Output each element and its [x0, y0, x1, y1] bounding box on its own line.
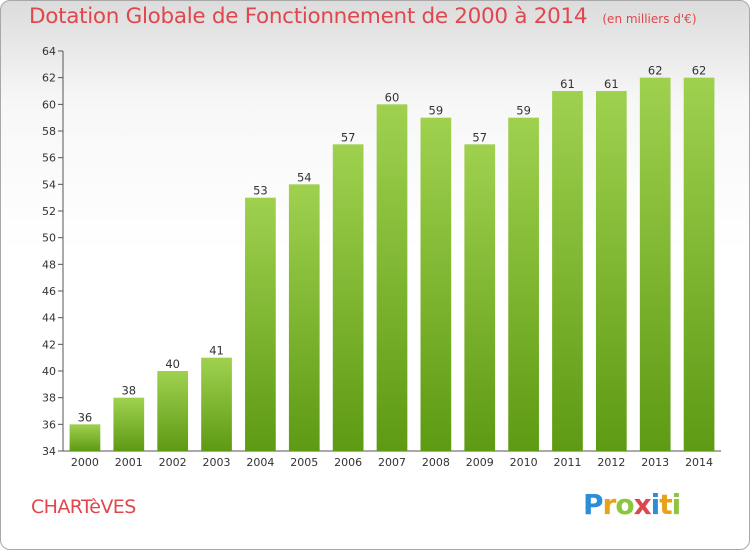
x-axis: 2000 2001 2002 2003 2004 2005 2006 2007 2008 2009…	[63, 450, 721, 469]
bar	[639, 77, 671, 452]
bar	[464, 144, 496, 452]
data-label: 57	[472, 130, 487, 144]
y-tick-label: 42	[42, 338, 56, 351]
y-tick-label: 54	[42, 178, 56, 191]
x-tick-label: 2009	[466, 456, 494, 469]
logo-letter: o	[615, 488, 634, 521]
data-label: 61	[604, 77, 619, 91]
bar	[157, 371, 189, 451]
data-label: 41	[209, 344, 224, 358]
bar	[201, 357, 232, 451]
y-tick-label: 50	[42, 232, 56, 245]
y-tick-label: 52	[42, 205, 56, 218]
data-label: 62	[648, 64, 663, 78]
commune-name: CHARTèVES	[31, 496, 136, 518]
data-label: 60	[385, 90, 400, 104]
x-tick-label: 2006	[334, 456, 362, 469]
bar	[376, 104, 408, 451]
chart-title: Dotation Globale de Fonctionnement de 20…	[29, 4, 588, 29]
x-tick-label: 2010	[510, 456, 538, 469]
x-tick-label: 2014	[685, 456, 713, 469]
x-tick-label: 2004	[246, 456, 274, 469]
bar	[69, 424, 101, 451]
data-label: 54	[297, 170, 312, 184]
logo-letter: P	[583, 488, 604, 521]
y-tick-label: 64	[42, 45, 56, 58]
x-tick-label: 2003	[203, 456, 231, 469]
x-tick-label: 2005	[290, 456, 318, 469]
bar	[332, 144, 364, 452]
y-tick-label: 46	[42, 285, 56, 298]
x-tick-label: 2012	[597, 456, 625, 469]
y-tick-label: 60	[42, 98, 56, 111]
x-tick-label: 2013	[641, 456, 669, 469]
data-label: 59	[516, 104, 531, 118]
y-tick-label: 34	[42, 445, 56, 458]
y-tick-label: 48	[42, 258, 56, 271]
bar	[595, 91, 627, 451]
data-label: 53	[253, 184, 268, 198]
chart-unit: (en milliers d'€)	[602, 12, 697, 26]
bar	[683, 77, 715, 452]
data-label: 61	[560, 77, 575, 91]
data-label: 59	[429, 104, 444, 118]
data-label: 57	[341, 130, 356, 144]
x-tick-label: 2008	[422, 456, 450, 469]
x-tick-label: 2011	[553, 456, 581, 469]
data-label: 36	[78, 410, 93, 424]
data-label: 40	[165, 357, 180, 371]
x-tick-label: 2000	[71, 456, 99, 469]
bar	[552, 91, 583, 451]
bar	[508, 117, 539, 452]
data-label: 62	[692, 64, 707, 78]
x-tick-label: 2002	[159, 456, 187, 469]
y-tick-label: 44	[42, 312, 56, 325]
logo-letter: t	[659, 488, 672, 521]
proxiti-logo[interactable]: Proxiti	[583, 488, 682, 521]
bar	[288, 184, 320, 452]
bars	[69, 77, 715, 452]
data-label: 38	[121, 384, 136, 398]
bar	[420, 117, 452, 452]
y-tick-label: 38	[42, 392, 56, 405]
y-tick-label: 58	[42, 125, 56, 138]
logo-letter: i	[650, 488, 661, 521]
y-axis: 34 36 38 40 42 44 46 48 50 52 54 56 58 60 62 64	[42, 45, 64, 458]
logo-letter: x	[633, 488, 652, 521]
title-row: Dotation Globale de Fonctionnement de 20…	[29, 4, 697, 29]
y-tick-label: 56	[42, 152, 56, 165]
data-labels: 36 38 40 41 53 54 57 60 59 57 59 61 61 62 62	[78, 64, 707, 425]
y-tick-label: 40	[42, 365, 56, 378]
bar	[245, 197, 276, 451]
y-tick-label: 36	[42, 418, 56, 431]
x-tick-label: 2001	[115, 456, 143, 469]
x-tick-label: 2007	[378, 456, 406, 469]
bar	[113, 397, 145, 451]
y-tick-label: 62	[42, 72, 56, 85]
logo-letter: r	[602, 488, 617, 521]
logo-letter: i	[671, 488, 682, 521]
